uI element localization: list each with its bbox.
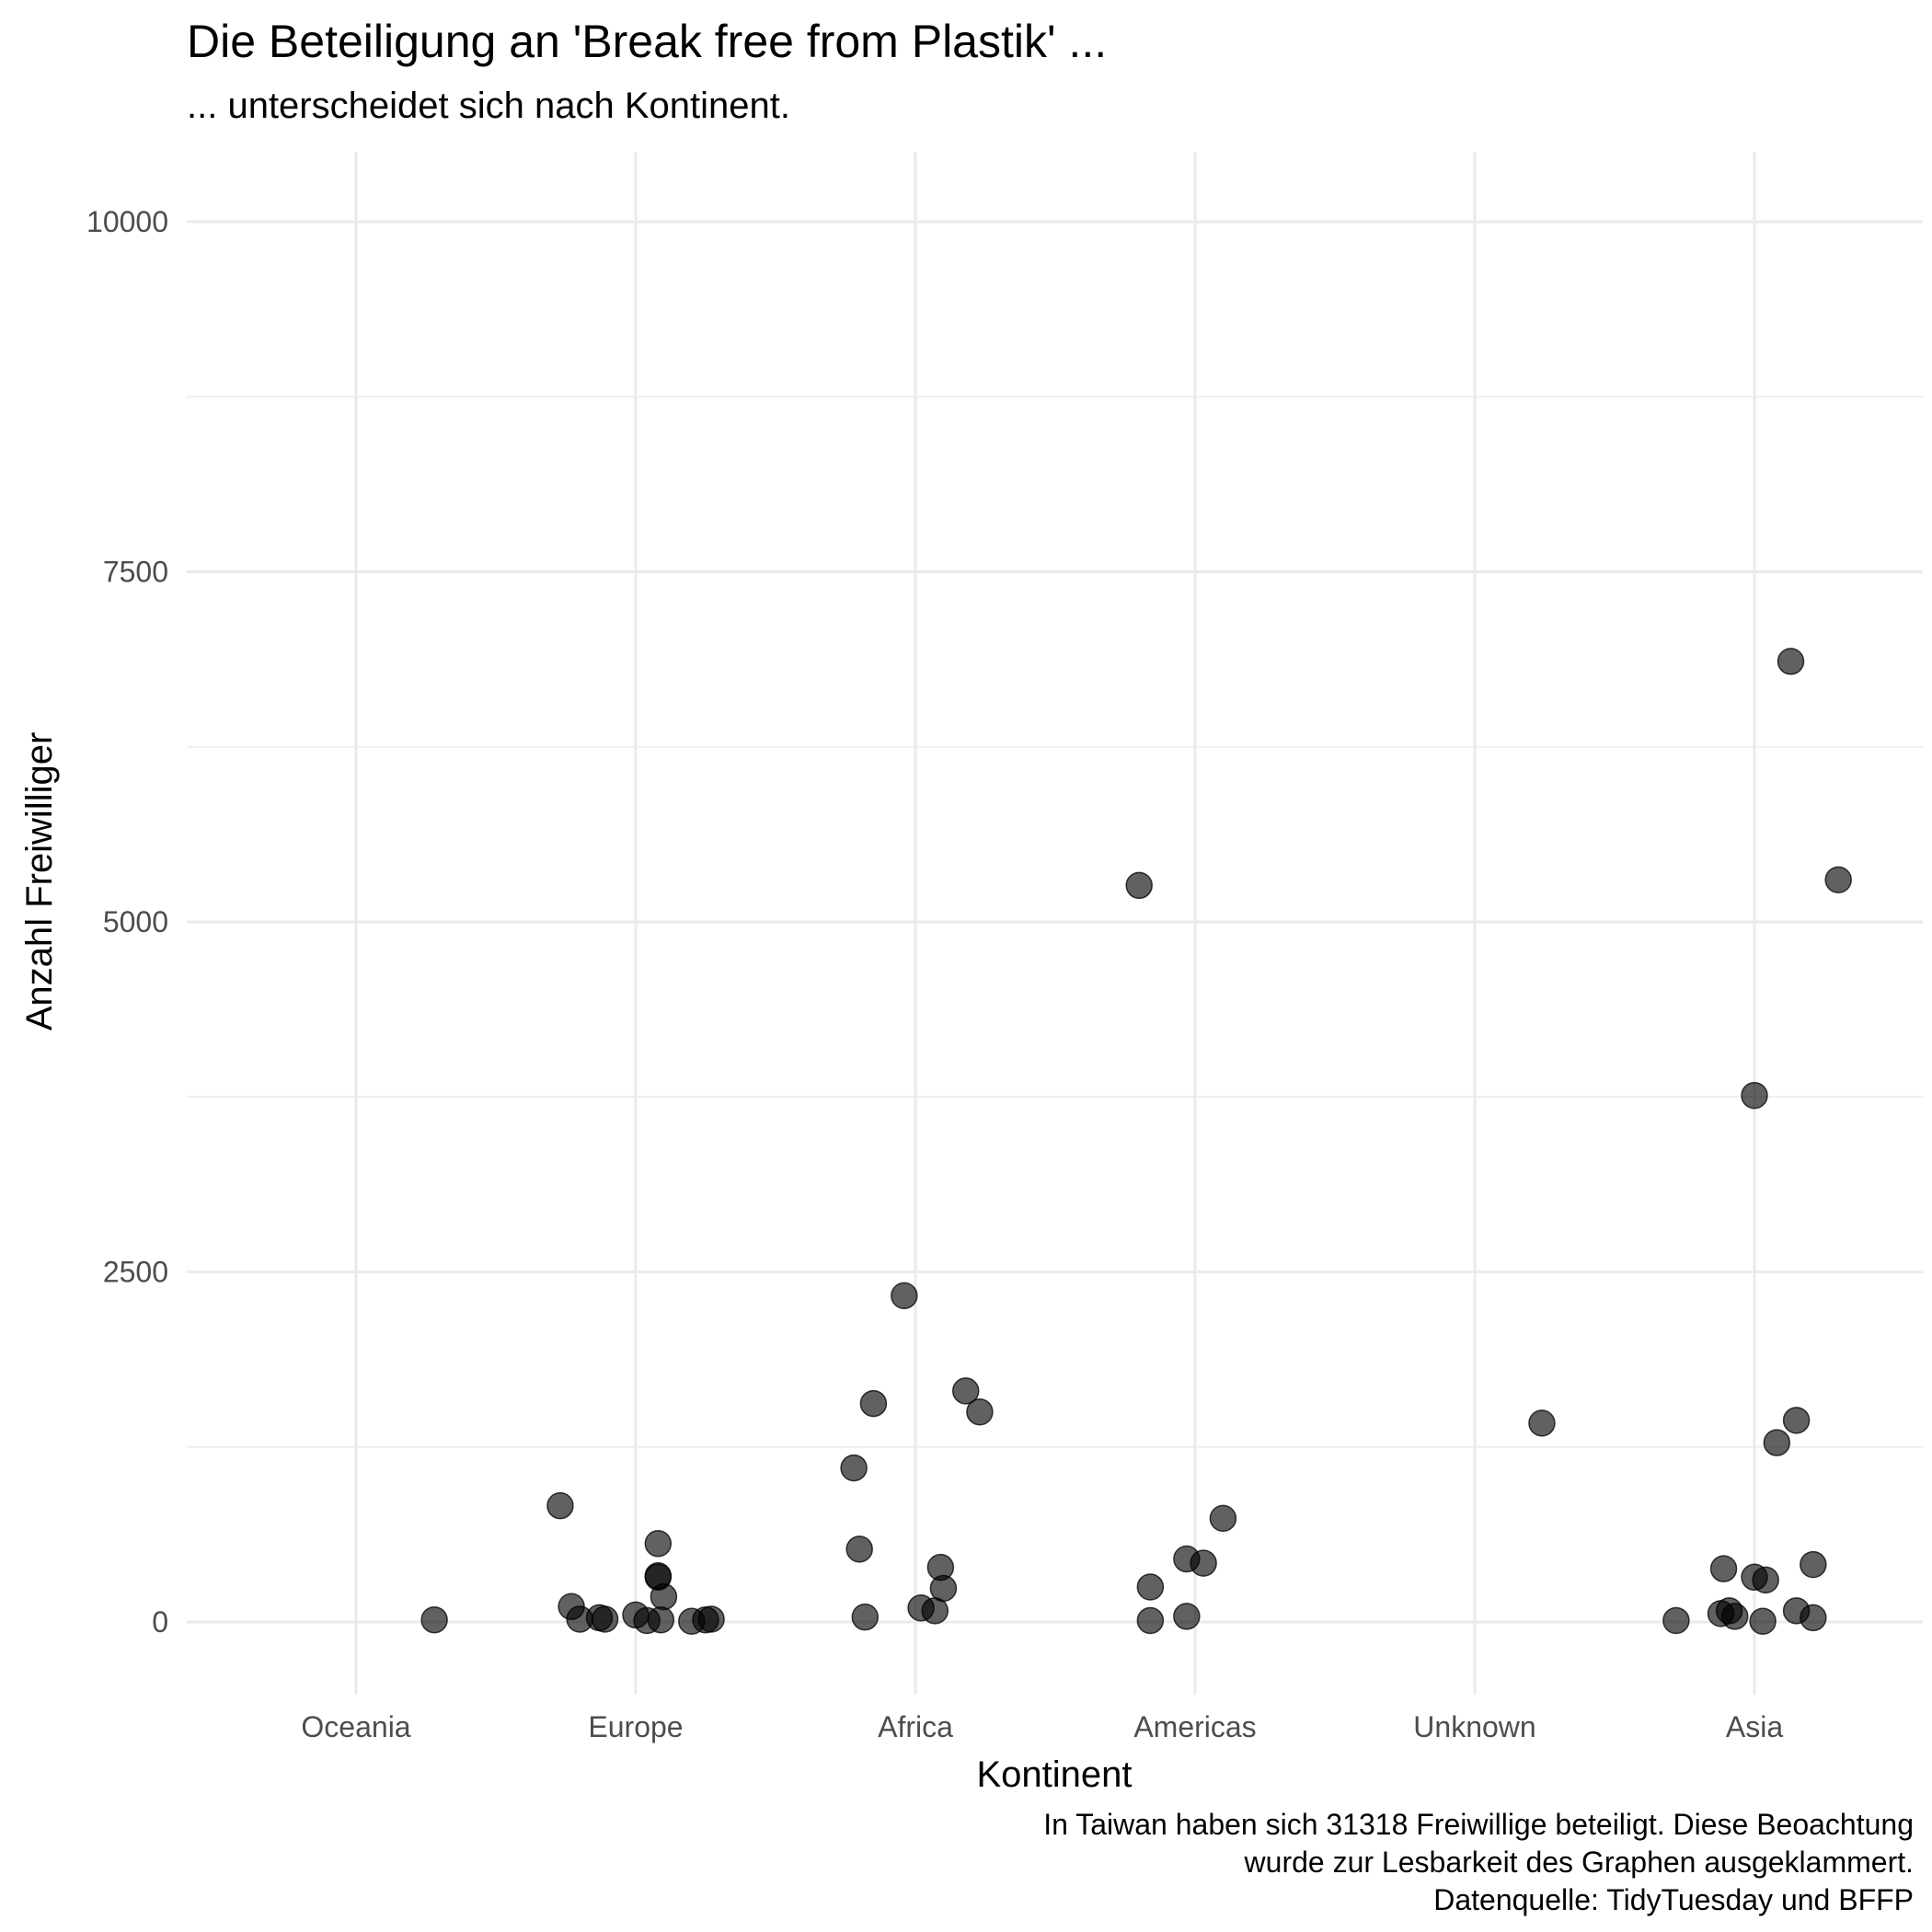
data-point xyxy=(1136,1606,1165,1635)
caption-line: In Taiwan haben sich 31318 Freiwillige b… xyxy=(1043,1808,1914,1841)
data-point xyxy=(840,1454,868,1482)
data-point xyxy=(1662,1606,1690,1635)
x-tick-label: Europe xyxy=(588,1710,683,1743)
y-tick-label: 5000 xyxy=(103,905,168,938)
caption-line: wurde zur Lesbarkeit des Graphen ausgekl… xyxy=(1244,1846,1914,1879)
x-tick-labels: Oceania Europe Africa Americas Unknown Asia xyxy=(301,1710,1783,1743)
data-point xyxy=(1125,871,1153,900)
data-point xyxy=(1720,1603,1749,1630)
data-point xyxy=(1824,866,1852,894)
x-tick-label: Americas xyxy=(1133,1710,1256,1743)
chart-subtitle: ... unterscheidet sich nach Kontinent. xyxy=(187,86,790,126)
x-tick-label: Unknown xyxy=(1413,1710,1535,1743)
y-tick-labels: 0 2500 5000 7500 10000 xyxy=(86,205,168,1639)
y-axis-title: Anzahl Freiwilliger xyxy=(19,732,60,1031)
data-point xyxy=(1800,1604,1827,1632)
chart-caption: In Taiwan haben sich 31318 Freiwillige b… xyxy=(1043,1806,1914,1919)
data-point xyxy=(1209,1504,1237,1533)
data-point xyxy=(1528,1409,1556,1437)
data-point xyxy=(891,1282,918,1310)
x-axis-title: Kontinent xyxy=(976,1754,1132,1795)
data-point xyxy=(1136,1573,1165,1601)
data-point xyxy=(1173,1603,1201,1630)
data-point xyxy=(1741,1081,1768,1110)
data-point xyxy=(1190,1549,1217,1577)
data-points xyxy=(420,648,1852,1635)
data-point xyxy=(1777,648,1805,675)
caption-line: Datenquelle: TidyTuesday und BFFP xyxy=(1433,1883,1914,1916)
data-point xyxy=(546,1491,574,1520)
data-point xyxy=(1752,1566,1779,1594)
y-tick-label: 10000 xyxy=(86,205,168,238)
data-point xyxy=(1800,1550,1827,1579)
data-point xyxy=(650,1582,678,1611)
data-point xyxy=(951,1377,980,1405)
data-point xyxy=(845,1535,873,1563)
x-tick-label: Africa xyxy=(878,1710,953,1743)
y-tick-label: 0 xyxy=(152,1605,168,1639)
y-tick-label: 7500 xyxy=(103,556,168,589)
data-point xyxy=(851,1603,880,1631)
chart-title: Die Beteiligung an 'Break free from Plas… xyxy=(187,16,1108,67)
data-point xyxy=(1749,1607,1777,1635)
x-tick-label: Oceania xyxy=(301,1710,410,1743)
data-point xyxy=(859,1389,888,1418)
data-point xyxy=(966,1397,994,1426)
y-tick-label: 2500 xyxy=(103,1256,168,1289)
data-point xyxy=(644,1530,673,1558)
data-point xyxy=(1782,1407,1811,1434)
data-point xyxy=(1763,1429,1791,1456)
data-point xyxy=(1709,1555,1738,1582)
data-point xyxy=(420,1605,448,1634)
grid-lines xyxy=(187,152,1923,1695)
data-point xyxy=(591,1605,619,1633)
data-point xyxy=(929,1574,958,1603)
data-point xyxy=(647,1605,675,1634)
x-tick-label: Asia xyxy=(1726,1710,1783,1743)
data-point xyxy=(697,1605,725,1633)
